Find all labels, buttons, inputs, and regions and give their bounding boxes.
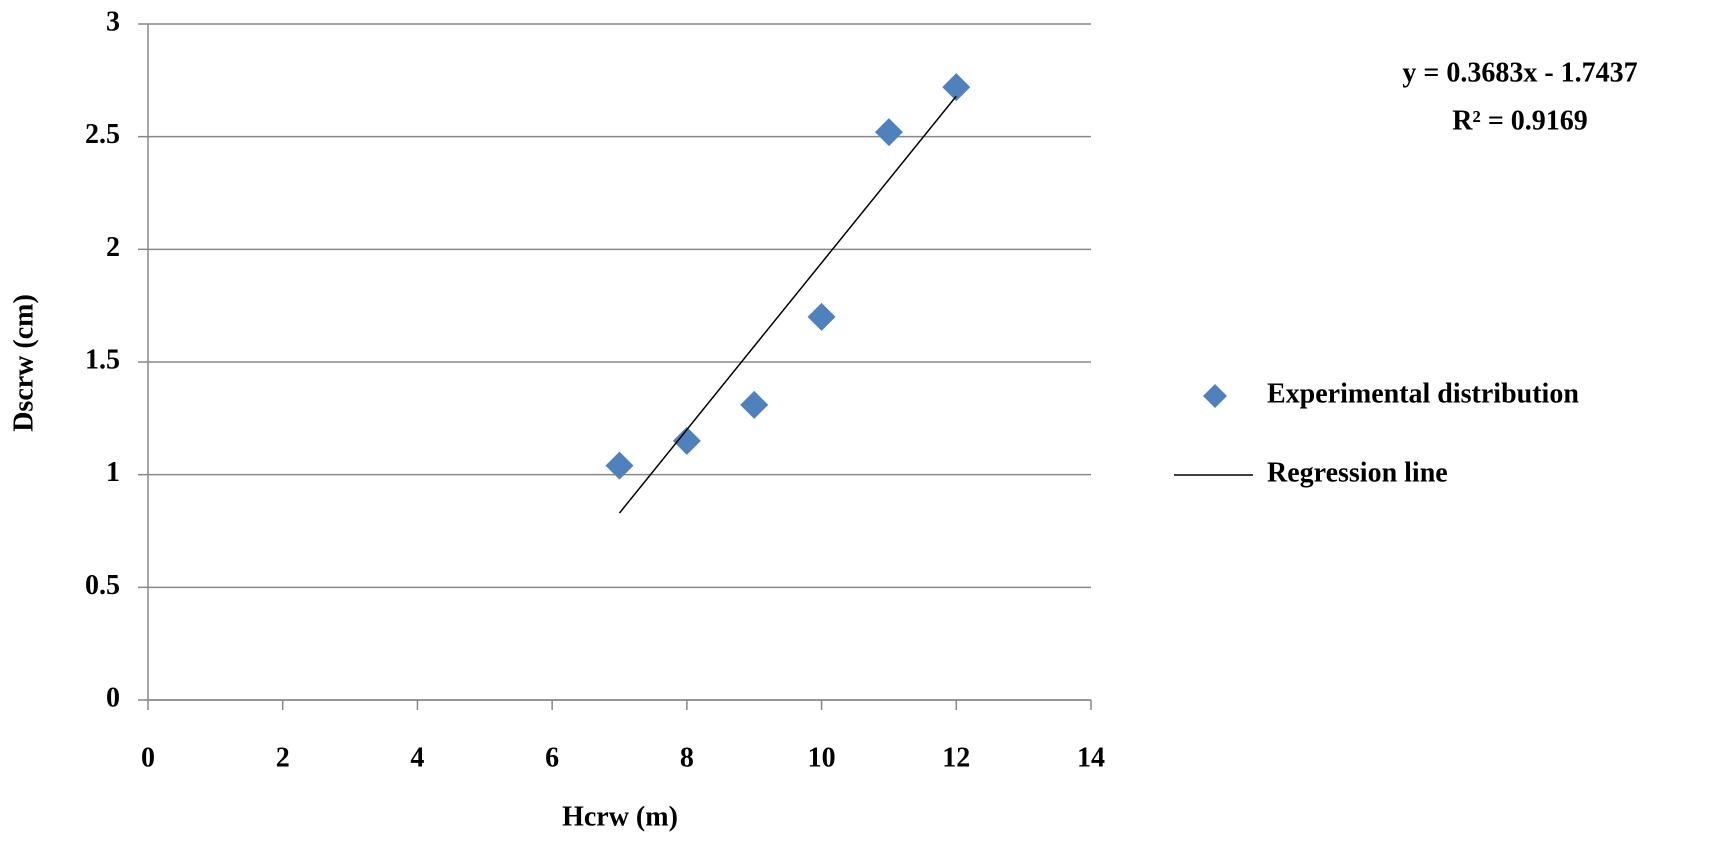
y-tick-label: 2.5: [85, 119, 120, 150]
y-tick-label: 3: [106, 6, 120, 37]
point: [807, 302, 836, 331]
equation: y = 0.3683x - 1.7437: [1402, 57, 1637, 88]
point: [942, 73, 971, 102]
legend-label: Regression line: [1267, 457, 1448, 488]
x-tick-label: 10: [808, 742, 836, 773]
legend-label: Experimental distribution: [1267, 378, 1579, 409]
y-tick-label: 0: [106, 682, 120, 713]
point: [874, 118, 903, 147]
y-axis-title: Dscrw (cm): [8, 294, 39, 432]
point: [672, 426, 701, 455]
point: [605, 451, 634, 480]
point: [740, 390, 769, 419]
r-squared: R² = 0.9169: [1452, 105, 1588, 136]
x-axis-title: Hcrw (m): [562, 801, 678, 832]
x-tick-label: 14: [1077, 742, 1105, 773]
x-tick-label: 6: [545, 742, 559, 773]
x-tick-label: 2: [276, 742, 290, 773]
y-tick-label: 1: [106, 457, 120, 488]
x-tick-label: 12: [942, 742, 970, 773]
y-tick-label: 2: [106, 232, 120, 263]
y-tick-label: 0.5: [85, 570, 120, 601]
regression-line: [618, 95, 957, 514]
x-tick-label: 4: [410, 742, 424, 773]
x-tick-label: 8: [680, 742, 694, 773]
legend-marker: [1203, 384, 1227, 408]
x-tick-label: 0: [141, 742, 155, 773]
y-tick-label: 1.5: [85, 344, 120, 375]
